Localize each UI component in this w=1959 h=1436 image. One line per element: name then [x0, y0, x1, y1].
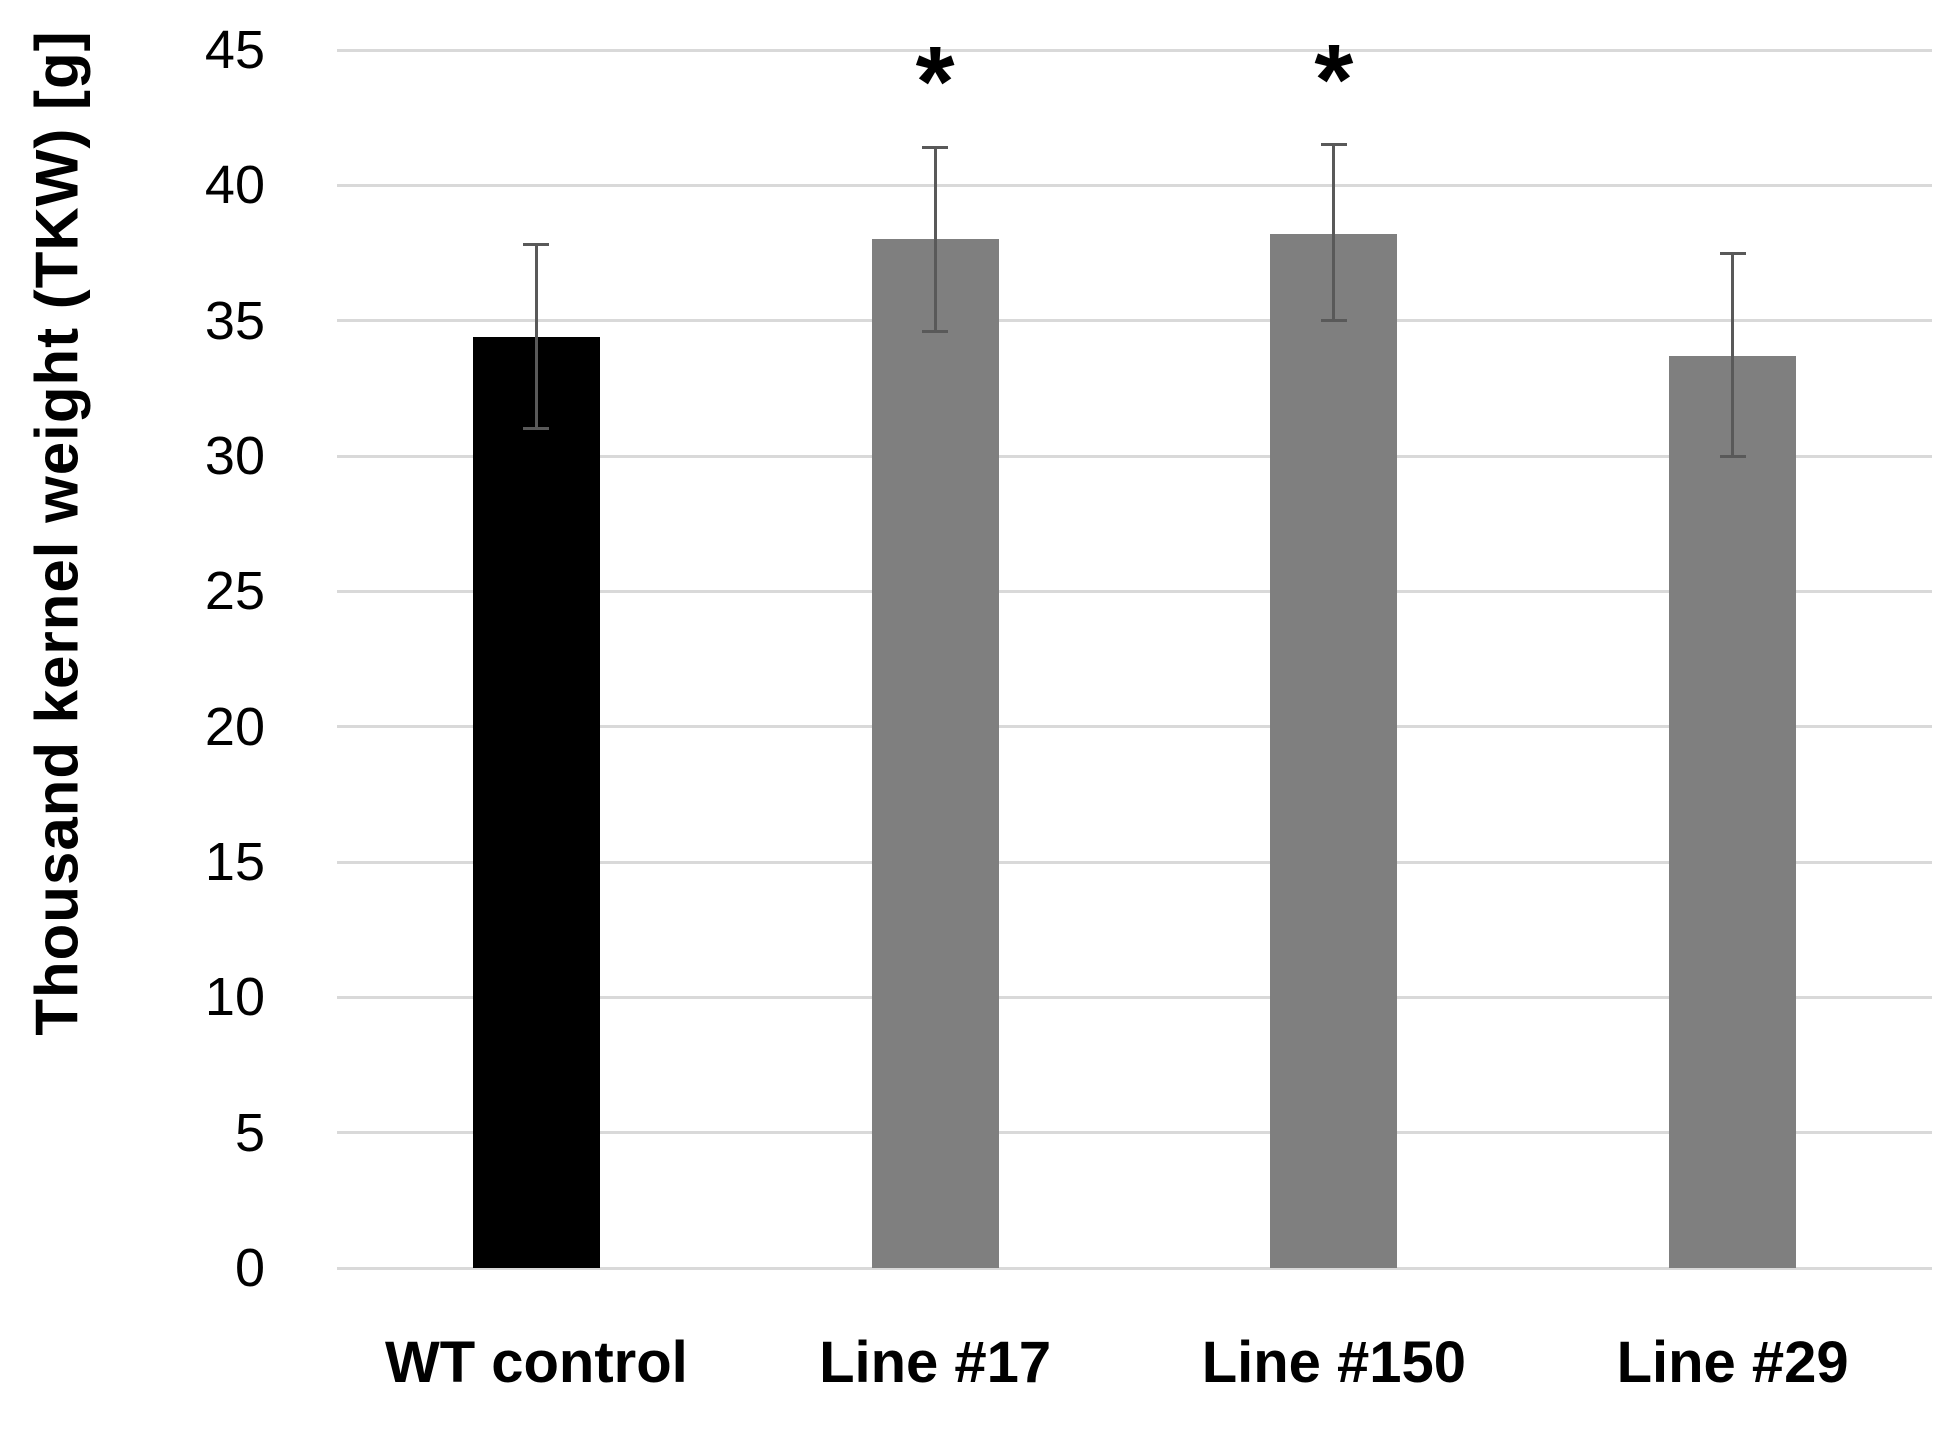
gridline-y5 — [337, 1131, 1932, 1135]
gridline-y15 — [337, 860, 1932, 864]
y-tick-label-30: 30 — [204, 426, 265, 486]
bar-wt-control — [472, 336, 600, 1268]
bar-line-29 — [1669, 355, 1797, 1268]
error-bar-cap-top — [1320, 143, 1347, 147]
significance-asterisk: * — [1314, 23, 1354, 136]
y-tick-label-40: 40 — [204, 155, 265, 216]
x-category-label: Line #150 — [1201, 1330, 1467, 1395]
error-bar-cap-top — [1719, 251, 1746, 255]
y-tick-label-20: 20 — [204, 696, 265, 757]
y-tick-label-0: 0 — [234, 1238, 265, 1298]
y-tick-label-25: 25 — [204, 561, 265, 622]
y-tick-label-45: 45 — [204, 20, 265, 80]
x-category-label: WT control — [384, 1330, 688, 1395]
gridline-y0 — [337, 1266, 1932, 1270]
error-bar-line — [933, 147, 937, 332]
gridline-y25 — [337, 589, 1932, 593]
error-bar-cap-bottom — [1719, 454, 1746, 458]
y-tick-label-35: 35 — [204, 290, 265, 351]
error-bar-cap-bottom — [922, 329, 949, 333]
error-bar-cap-top — [523, 243, 550, 247]
gridline-y35 — [337, 319, 1932, 323]
error-bar-line — [534, 244, 538, 429]
gridline-y45 — [337, 48, 1932, 52]
y-tick-label-10: 10 — [204, 967, 265, 1028]
error-bar-cap-top — [922, 145, 949, 149]
y-tick-label-5: 5 — [234, 1102, 265, 1163]
gridline-y10 — [337, 995, 1932, 999]
gridline-y30 — [337, 454, 1932, 458]
error-bar-line — [1731, 253, 1735, 456]
error-bar-cap-bottom — [523, 427, 550, 431]
gridline-y20 — [337, 725, 1932, 729]
x-category-label: Line #29 — [1616, 1330, 1849, 1395]
error-bar-line — [1332, 144, 1336, 321]
significance-asterisk: * — [915, 26, 955, 139]
y-tick-label-15: 15 — [204, 832, 265, 892]
x-category-label: Line #17 — [819, 1330, 1052, 1395]
gridline-y40 — [337, 183, 1932, 187]
bar-line-150 — [1270, 234, 1398, 1268]
bar-line-17 — [871, 239, 999, 1268]
error-bar-cap-bottom — [1320, 319, 1347, 323]
